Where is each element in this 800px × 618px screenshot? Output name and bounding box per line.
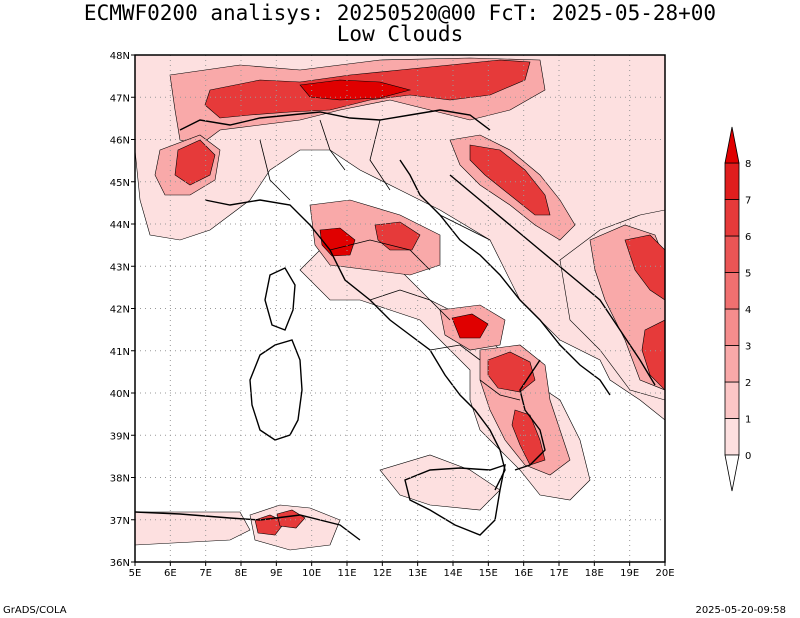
lat-tick-label: 40N [110, 389, 130, 400]
lat-tick-label: 36N [110, 558, 130, 569]
colorbar-label: 6 [745, 232, 751, 243]
lon-tick-label: 6E [164, 568, 177, 579]
lon-tick-label: 15E [479, 568, 498, 579]
lon-tick-label: 8E [235, 568, 248, 579]
lon-tick-label: 14E [443, 568, 462, 579]
lat-lon-grid [135, 55, 665, 562]
lat-tick-label: 41N [110, 347, 130, 358]
colorbar-label: 2 [745, 378, 751, 389]
lon-tick-label: 5E [129, 568, 142, 579]
lon-tick-label: 7E [199, 568, 212, 579]
lat-tick-label: 38N [110, 474, 130, 485]
colorbar-segment [724, 345, 740, 383]
colorbar-segment [724, 272, 740, 310]
lat-tick-label: 37N [110, 516, 130, 527]
lat-tick-label: 46N [110, 136, 130, 147]
colorbar-segment [724, 162, 740, 200]
lat-tick-label: 39N [110, 431, 130, 442]
colorbar: 0 1 2 3 4 5 6 7 8 [724, 126, 751, 492]
lat-tick-label: 48N [110, 51, 130, 62]
lon-tick-label: 20E [655, 568, 674, 579]
lon-tick-label: 13E [408, 568, 427, 579]
lon-tick-label: 10E [302, 568, 321, 579]
lat-tick-label: 45N [110, 178, 130, 189]
lat-tick-labels: 36N 37N 38N 39N 40N 41N 42N 43N 44N 45N 46N 47N 48N [110, 51, 135, 569]
lat-tick-label: 42N [110, 305, 130, 316]
cloud-area-light [135, 55, 665, 421]
colorbar-label: 5 [745, 269, 751, 280]
colorbar-label: 1 [745, 415, 751, 426]
lon-tick-label: 9E [270, 568, 283, 579]
region-borders [259, 119, 521, 401]
lat-tick-label: 47N [110, 93, 130, 104]
lat-tick-label: 44N [110, 220, 130, 231]
colorbar-segment [724, 235, 740, 273]
colorbar-label: 0 [745, 451, 751, 462]
colorbar-max-arrow [724, 126, 740, 164]
colorbar-min-arrow [724, 454, 740, 492]
colorbar-label: 3 [745, 342, 751, 353]
lon-tick-label: 16E [514, 568, 533, 579]
colorbar-label: 4 [745, 305, 751, 316]
colorbar-label: 8 [745, 159, 751, 170]
lon-tick-label: 12E [373, 568, 392, 579]
map-subtitle: Low Clouds [336, 22, 464, 46]
coastline [135, 109, 656, 541]
map-title: ECMWF0200 analisys: 20250520@00 FcT: 202… [83, 1, 717, 25]
lon-tick-label: 17E [549, 568, 568, 579]
colorbar-segment [724, 199, 740, 237]
footer-right: 2025-05-20-09:58 [695, 605, 786, 616]
colorbar-label: 7 [745, 196, 751, 207]
lon-tick-labels: 5E 6E 7E 8E 9E 10E 11E 12E 13E 14E 15E 16E 17E 18E 19E… [129, 562, 675, 579]
lat-tick-label: 43N [110, 262, 130, 273]
lon-tick-label: 19E [620, 568, 639, 579]
colorbar-segment [724, 381, 740, 419]
lon-tick-label: 18E [585, 568, 604, 579]
colorbar-segment [724, 308, 740, 346]
footer-left: GrADS/COLA [3, 605, 67, 616]
lon-tick-label: 11E [337, 568, 356, 579]
colorbar-segment [724, 418, 740, 456]
